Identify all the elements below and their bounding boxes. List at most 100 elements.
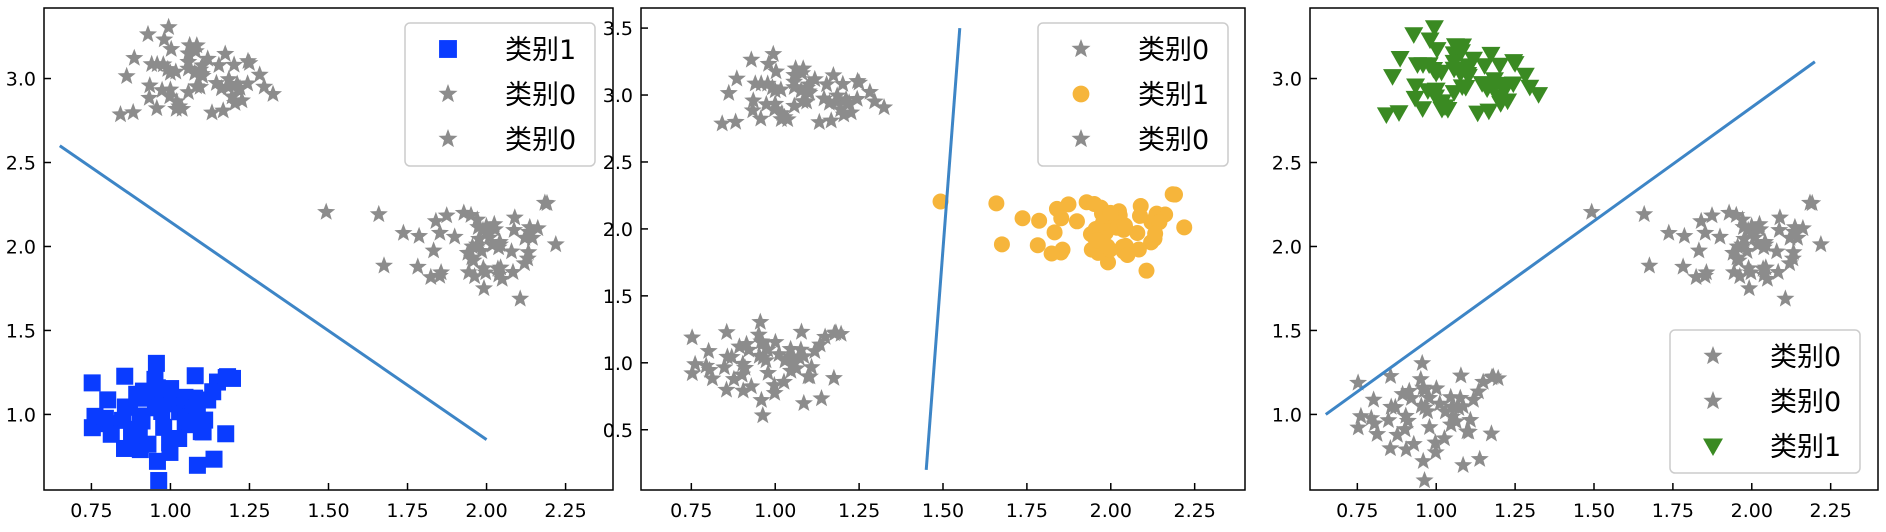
data-point <box>223 87 242 105</box>
data-point <box>744 91 763 109</box>
data-point <box>1420 388 1439 406</box>
y-tick-label: 2.5 <box>1272 153 1302 175</box>
data-point <box>831 100 850 118</box>
x-tick-label: 1.50 <box>922 500 964 522</box>
data-point <box>153 80 172 98</box>
legend-marker <box>438 129 458 148</box>
data-point <box>1176 219 1193 236</box>
data-point <box>180 35 199 54</box>
data-point <box>1393 384 1412 402</box>
legend-marker <box>1703 391 1723 410</box>
y-tick-label: 3.0 <box>6 69 36 91</box>
x-tick-label: 1.00 <box>149 500 191 522</box>
x-tick-label: 1.25 <box>1494 500 1536 522</box>
data-point <box>1424 20 1444 37</box>
data-point <box>474 258 493 277</box>
data-point <box>816 327 835 345</box>
data-point <box>737 334 756 352</box>
data-point <box>1783 249 1802 267</box>
data-point <box>1102 204 1119 221</box>
data-point <box>264 84 282 102</box>
data-point <box>1414 378 1433 396</box>
x-tick-label: 1.75 <box>386 500 428 522</box>
data-point <box>511 289 530 307</box>
data-point <box>421 267 440 285</box>
data-point <box>1381 439 1400 457</box>
legend-marker <box>1703 346 1723 365</box>
legend-label: 类别0 <box>1770 342 1841 373</box>
data-point <box>148 54 167 73</box>
data-point <box>1418 83 1438 100</box>
data-point <box>750 346 769 364</box>
legend-label: 类别0 <box>1770 387 1841 418</box>
data-point <box>1444 54 1464 72</box>
data-point <box>805 341 824 359</box>
data-point <box>505 220 524 238</box>
legend: 类别0 类别1 类别0 <box>1037 22 1229 167</box>
data-point <box>730 337 749 355</box>
data-point <box>1463 51 1483 69</box>
data-point <box>794 393 813 411</box>
legend-label: 类别0 <box>505 125 576 156</box>
data-point <box>369 204 388 223</box>
data-point <box>848 89 867 107</box>
data-point <box>83 374 101 392</box>
data-point <box>502 242 521 260</box>
data-point <box>766 94 785 112</box>
data-point <box>765 375 784 394</box>
data-point <box>483 235 502 253</box>
data-point <box>749 325 768 343</box>
data-point <box>785 96 804 114</box>
data-point <box>781 361 800 379</box>
data-point <box>1402 388 1421 406</box>
legend-marker <box>438 84 458 103</box>
data-point <box>158 59 177 77</box>
data-point <box>207 73 226 91</box>
data-point <box>1659 223 1678 241</box>
data-point <box>774 372 793 390</box>
data-point <box>785 77 804 95</box>
data-point <box>131 407 149 425</box>
data-point <box>504 262 522 280</box>
data-point <box>489 265 508 283</box>
data-point <box>1640 256 1659 274</box>
data-point <box>1031 212 1048 229</box>
data-point <box>1396 419 1415 437</box>
legend-marker <box>1072 85 1090 103</box>
data-point <box>765 99 784 118</box>
data-point <box>1413 353 1432 371</box>
data-point <box>765 383 784 401</box>
data-point <box>770 344 788 362</box>
data-point <box>752 390 771 408</box>
data-point <box>733 354 752 372</box>
data-point <box>1770 220 1789 238</box>
data-point <box>1427 42 1447 59</box>
data-point <box>1430 394 1449 412</box>
data-point <box>832 324 851 342</box>
data-point <box>1396 406 1415 424</box>
data-point <box>1405 90 1425 108</box>
data-point <box>1724 262 1743 281</box>
data-point <box>239 51 258 69</box>
decision-boundary-line <box>58 144 488 441</box>
data-point <box>408 257 427 275</box>
data-point <box>1635 204 1654 223</box>
data-point <box>474 279 493 297</box>
data-point <box>394 223 413 241</box>
y-tick-label: 3.0 <box>603 85 633 107</box>
data-point <box>1748 235 1767 253</box>
legend-frame <box>1037 22 1229 167</box>
y-tick-label: 1.0 <box>603 353 633 375</box>
data-point <box>1520 79 1540 97</box>
data-point <box>477 216 496 235</box>
data-point <box>1675 226 1694 244</box>
data-point <box>759 54 778 72</box>
data-point <box>493 269 512 287</box>
data-point <box>192 64 211 82</box>
legend: 类别1 类别0 类别0 <box>404 22 596 167</box>
data-point <box>102 425 120 443</box>
data-point <box>783 355 802 373</box>
data-point <box>1458 422 1477 440</box>
data-point <box>1481 46 1501 64</box>
data-point <box>1742 216 1761 235</box>
